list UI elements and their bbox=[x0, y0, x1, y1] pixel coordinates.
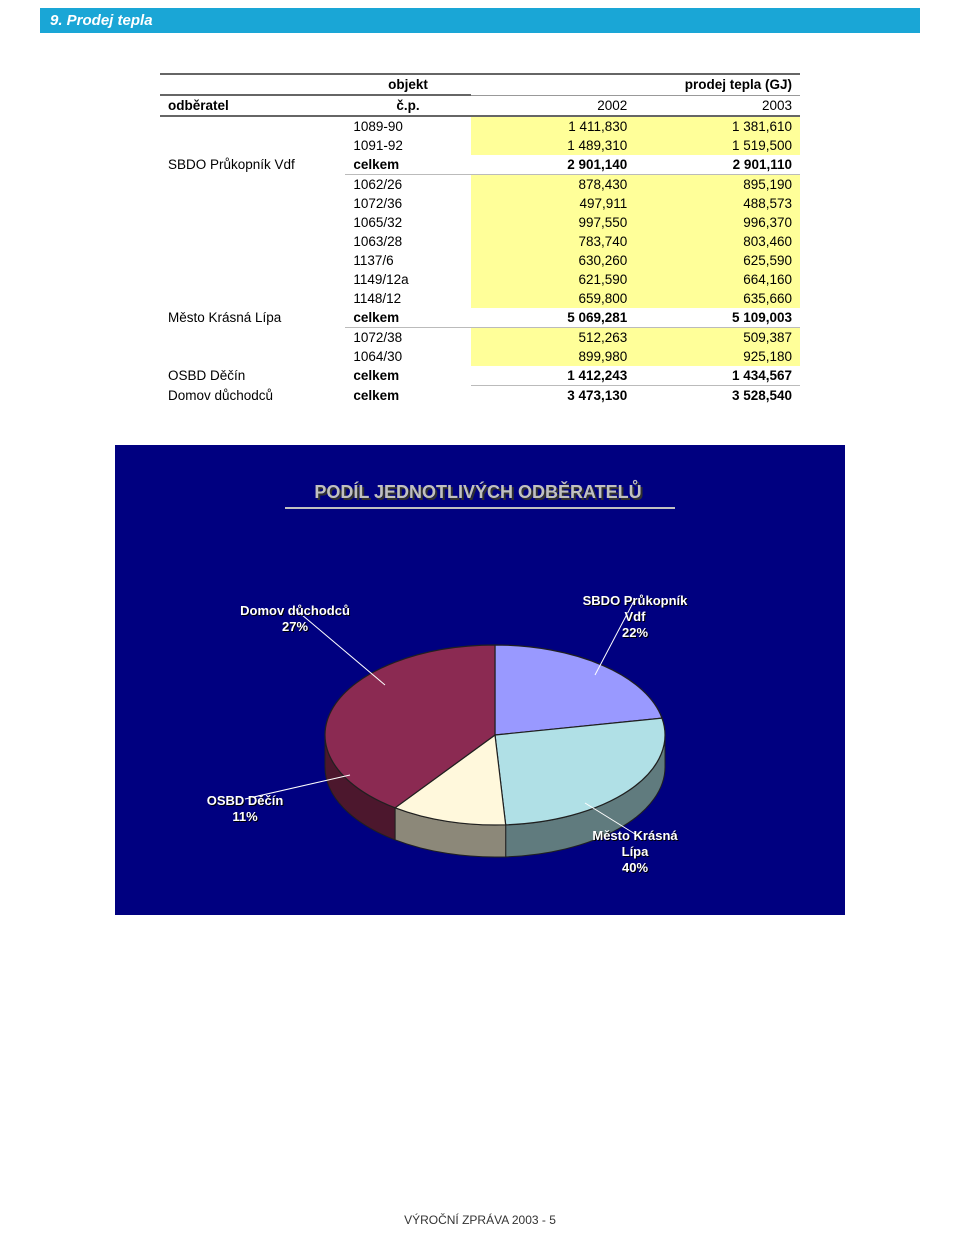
svg-text:11%: 11% bbox=[232, 809, 258, 824]
table-total-row: Město Krásná Lípacelkem5 069,2815 109,00… bbox=[160, 308, 800, 328]
hdr-odberatel: odběratel bbox=[160, 95, 345, 116]
table-row: 1148/12659,800635,660 bbox=[160, 289, 800, 308]
svg-text:PODÍL JEDNOTLIVÝCH ODBĚRATELŮ: PODÍL JEDNOTLIVÝCH ODBĚRATELŮ bbox=[314, 480, 641, 502]
svg-text:27%: 27% bbox=[282, 619, 308, 634]
svg-text:40%: 40% bbox=[622, 860, 648, 875]
svg-text:Lípa: Lípa bbox=[622, 844, 649, 859]
table-total-row: OSBD Děčíncelkem1 412,2431 434,567 bbox=[160, 366, 800, 386]
table-row: 1137/6630,260625,590 bbox=[160, 251, 800, 270]
hdr-group: prodej tepla (GJ) bbox=[471, 74, 800, 95]
table-row: 1091-921 489,3101 519,500 bbox=[160, 136, 800, 155]
table-row: 1065/32997,550996,370 bbox=[160, 213, 800, 232]
svg-text:22%: 22% bbox=[622, 625, 648, 640]
hdr-year2: 2003 bbox=[635, 95, 800, 116]
table-row: 1063/28783,740803,460 bbox=[160, 232, 800, 251]
table-total-row: SBDO Průkopník Vdfcelkem2 901,1402 901,1… bbox=[160, 155, 800, 175]
table-row: 1149/12a621,590664,160 bbox=[160, 270, 800, 289]
table-row: 1062/26878,430895,190 bbox=[160, 175, 800, 195]
table-row: 1089-901 411,8301 381,610 bbox=[160, 116, 800, 136]
svg-text:Vdf: Vdf bbox=[625, 609, 647, 624]
table-row: 1072/36497,911488,573 bbox=[160, 194, 800, 213]
table-row: 1072/38512,263509,387 bbox=[160, 328, 800, 348]
svg-text:SBDO Průkopník: SBDO Průkopník bbox=[583, 593, 689, 608]
svg-text:Domov důchodců: Domov důchodců bbox=[240, 603, 350, 618]
hdr-objekt-bot: č.p. bbox=[345, 95, 470, 116]
svg-text:OSBD Děčín: OSBD Děčín bbox=[207, 793, 284, 808]
svg-text:Město Krásná: Město Krásná bbox=[592, 828, 678, 843]
pie-chart: PODÍL JEDNOTLIVÝCH ODBĚRATELŮPODÍL JEDNO… bbox=[115, 445, 845, 915]
section-title: 9. Prodej tepla bbox=[40, 8, 920, 33]
table-row: 1064/30899,980925,180 bbox=[160, 347, 800, 366]
hdr-objekt-top: objekt bbox=[345, 74, 470, 95]
table-total-row: Domov důchodcůcelkem3 473,1303 528,540 bbox=[160, 386, 800, 406]
hdr-year1: 2002 bbox=[471, 95, 636, 116]
sales-table: objekt prodej tepla (GJ) odběratel č.p. … bbox=[160, 73, 800, 405]
page-footer: VÝROČNÍ ZPRÁVA 2003 - 5 bbox=[0, 1213, 960, 1227]
